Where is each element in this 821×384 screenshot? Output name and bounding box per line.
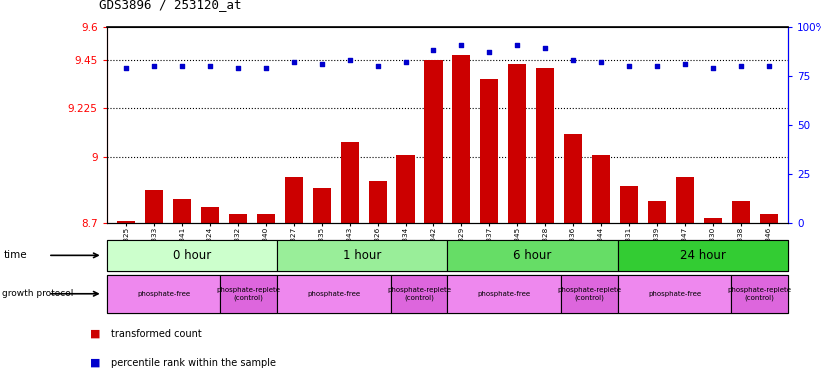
Point [259,65,273,71]
Point [678,61,691,67]
Text: phosphate-replete
(control): phosphate-replete (control) [217,287,281,301]
Bar [201,207,219,223]
Text: phosphate-replete
(control): phosphate-replete (control) [387,287,451,301]
Point [650,63,663,69]
Text: phosphate-free: phosphate-free [307,291,360,297]
Bar [341,142,359,223]
Bar [620,186,638,223]
Bar [617,275,732,313]
Point [622,63,635,69]
Point [287,59,300,65]
Bar [107,275,220,313]
Bar [480,79,498,223]
Bar [391,275,447,313]
Bar [676,177,694,223]
Text: GDS3896 / 253120_at: GDS3896 / 253120_at [99,0,241,12]
Point [204,63,217,69]
Bar [536,68,554,223]
Bar [369,181,387,223]
Bar [452,55,470,223]
Text: ■: ■ [90,329,101,339]
Point [594,59,608,65]
Bar [397,155,415,223]
Bar [732,201,750,223]
Text: 1 hour: 1 hour [343,249,382,262]
Bar [447,240,617,271]
Bar [561,275,617,313]
Point [762,63,775,69]
Bar [313,188,331,223]
Bar [145,190,163,223]
Point [455,41,468,48]
Bar [447,275,561,313]
Point [399,59,412,65]
Point [148,63,161,69]
Bar [229,214,247,223]
Bar [648,201,666,223]
Text: growth protocol: growth protocol [2,289,74,298]
Point [566,57,580,63]
Point [706,65,719,71]
Point [427,47,440,53]
Bar [592,155,610,223]
Bar [759,214,777,223]
Text: phosphate-replete
(control): phosphate-replete (control) [727,287,791,301]
Point [120,65,133,71]
Point [232,65,245,71]
Point [483,49,496,55]
Bar [173,199,191,223]
Point [734,63,747,69]
Bar [277,275,391,313]
Text: percentile rank within the sample: percentile rank within the sample [111,358,276,368]
Text: phosphate-free: phosphate-free [648,291,701,297]
Point [315,61,328,67]
Text: transformed count: transformed count [111,329,202,339]
Bar [732,275,788,313]
Point [539,45,552,51]
Text: phosphate-free: phosphate-free [478,291,531,297]
Text: ■: ■ [90,358,101,368]
Bar [117,220,135,223]
Bar [285,177,303,223]
Text: 24 hour: 24 hour [680,249,726,262]
Text: phosphate-free: phosphate-free [137,291,190,297]
Text: time: time [4,250,28,260]
Point [511,41,524,48]
Bar [424,60,443,223]
Point [343,57,356,63]
Point [371,63,384,69]
Point [176,63,189,69]
Bar [220,275,277,313]
Text: 0 hour: 0 hour [172,249,211,262]
Bar [107,240,277,271]
Bar [508,64,526,223]
Bar [257,214,275,223]
Bar [564,134,582,223]
Bar [704,218,722,223]
Bar [277,240,447,271]
Bar [617,240,788,271]
Text: phosphate-replete
(control): phosphate-replete (control) [557,287,621,301]
Text: 6 hour: 6 hour [513,249,552,262]
